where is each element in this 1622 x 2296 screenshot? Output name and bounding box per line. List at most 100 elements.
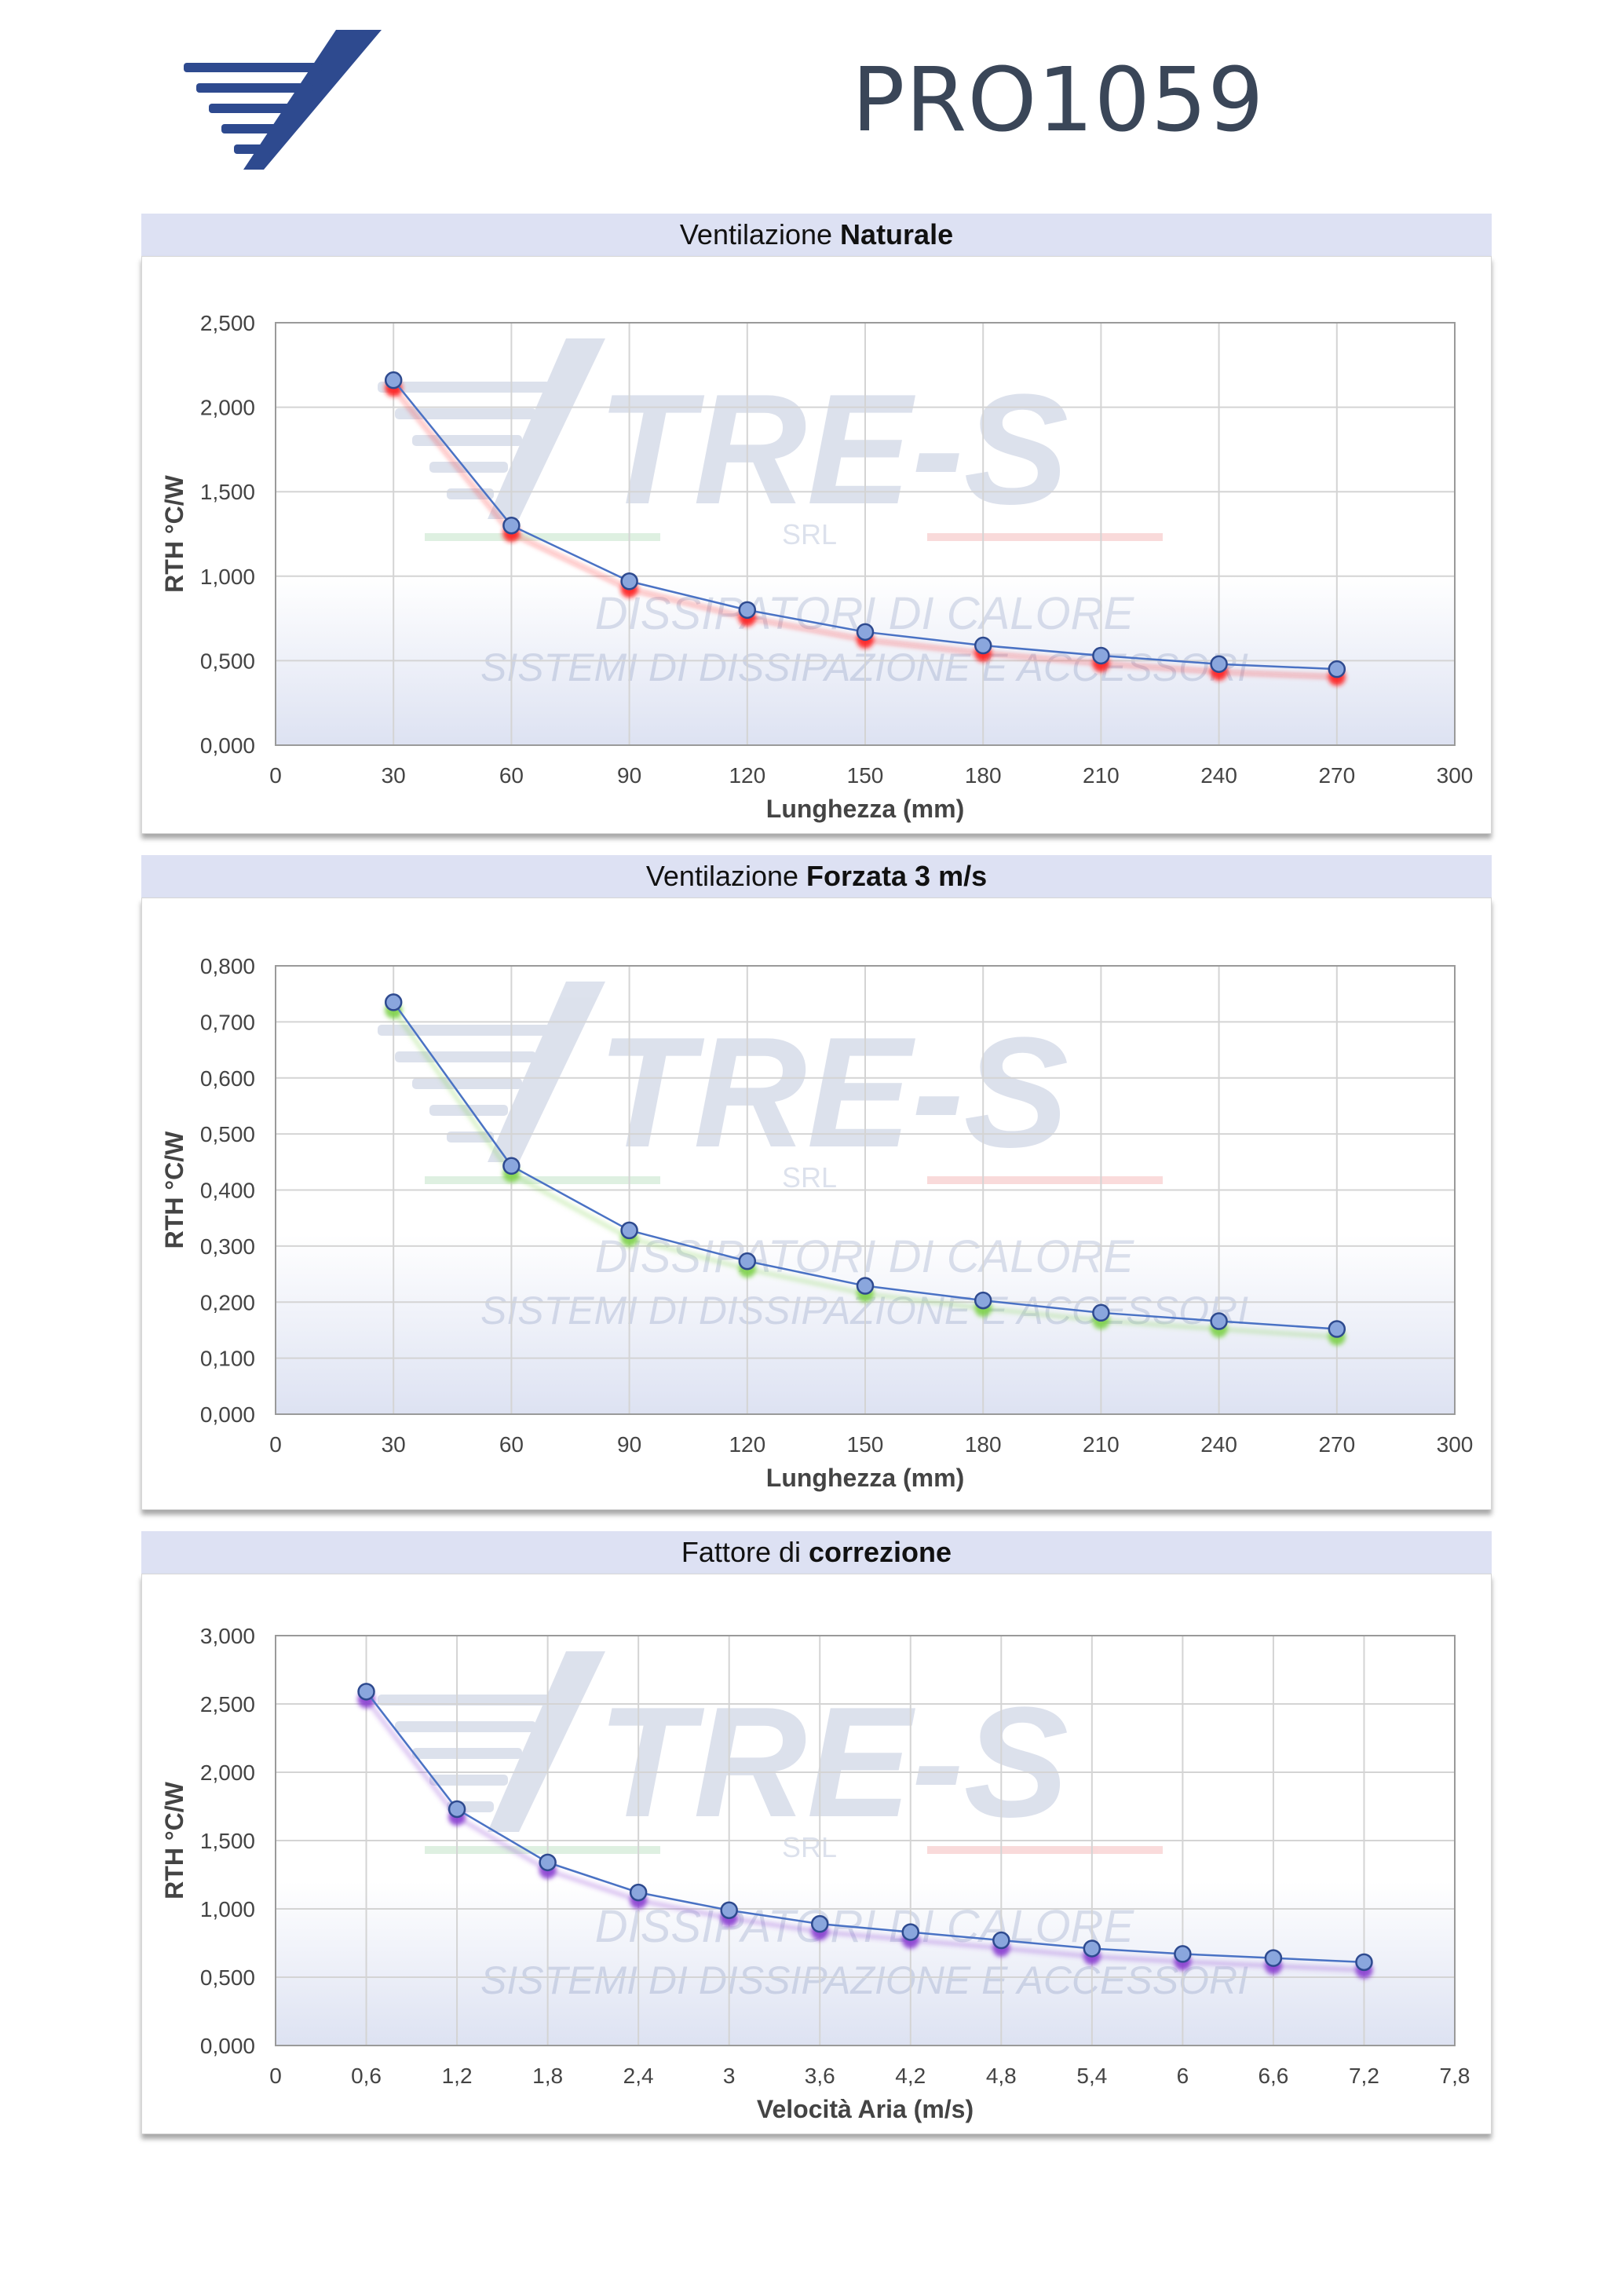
x-tick-label: 2,4	[623, 2064, 654, 2088]
data-point	[738, 1252, 757, 1270]
y-tick-label: 1,000	[200, 1897, 255, 1921]
y-tick-label: 0,600	[200, 1066, 255, 1091]
data-point	[1210, 655, 1228, 673]
x-tick-label: 60	[499, 763, 524, 788]
watermark-logo-stripe	[412, 1748, 522, 1759]
x-tick-label: 90	[617, 1432, 641, 1457]
data-point	[856, 623, 875, 642]
y-tick-label: 1,000	[200, 565, 255, 589]
data-point	[384, 371, 403, 389]
watermark-srl: SRL	[782, 1161, 837, 1194]
y-tick-label: 3,000	[200, 1624, 255, 1648]
data-point	[1355, 1953, 1373, 1972]
series	[357, 1683, 1373, 1979]
data-point	[738, 601, 757, 620]
data-point	[974, 1291, 992, 1310]
x-tick-label: 90	[617, 763, 641, 788]
watermark-logo-icon	[488, 982, 605, 1162]
y-axis-label: RTH °C/W	[160, 1781, 188, 1899]
x-tick-label: 120	[729, 1432, 765, 1457]
series-shadow-line	[364, 1698, 1364, 1972]
chart-title-bold: Forzata 3 m/s	[806, 860, 988, 892]
tres-logo-icon	[184, 30, 382, 170]
x-tick-label: 300	[1437, 1432, 1474, 1457]
product-code: PRO1059	[852, 49, 1265, 152]
watermark-logo-icon	[488, 1651, 605, 1832]
x-tick-label: 4,2	[895, 2064, 926, 2088]
plot-border	[275, 1635, 1456, 2046]
y-axis-label: RTH °C/W	[160, 1131, 188, 1249]
x-tick-label: 3	[723, 2064, 736, 2088]
watermark-brand: TRE-S	[597, 362, 1069, 537]
watermark-logo-stripe	[412, 435, 522, 446]
y-tick-label: 0,400	[200, 1179, 255, 1203]
watermark-srl: SRL	[782, 1831, 837, 1863]
x-tick-label: 1,2	[442, 2064, 473, 2088]
y-tick-label: 1,500	[200, 480, 255, 504]
data-point	[384, 993, 403, 1011]
y-tick-label: 0,500	[200, 649, 255, 673]
y-tick-label: 2,000	[200, 396, 255, 420]
y-tick-label: 2,500	[200, 311, 255, 335]
x-tick-label: 150	[847, 763, 884, 788]
x-axis-label: Lunghezza (mm)	[766, 795, 964, 823]
data-point	[629, 1883, 648, 1902]
chart-panel-correction: TRE-S SRL DISSIPATORI DI CALORE SISTEMI DI …	[141, 1574, 1492, 2134]
data-point	[1328, 1320, 1346, 1338]
chart-title-forced: Ventilazione Forzata 3 m/s	[141, 855, 1492, 898]
x-tick-label: 0,6	[351, 2064, 382, 2088]
watermark-logo-stripe	[395, 408, 536, 419]
x-tick-label: 210	[1083, 763, 1120, 788]
watermark-logo-stripe	[429, 1775, 508, 1786]
data-point	[720, 1901, 738, 1919]
watermark-green-bar	[425, 1176, 660, 1184]
chart-title-natural: Ventilazione Naturale	[141, 214, 1492, 256]
data-point	[448, 1800, 466, 1819]
x-tick-label: 270	[1318, 1432, 1355, 1457]
chart-title-regular: Ventilazione	[645, 860, 807, 892]
watermark-red-bar	[927, 1846, 1163, 1854]
data-point	[1264, 1949, 1283, 1967]
watermark-red-bar	[927, 533, 1163, 541]
series	[384, 993, 1346, 1346]
watermark-brand: TRE-S	[597, 1675, 1069, 1850]
x-tick-label: 30	[382, 1432, 406, 1457]
plot-border	[275, 322, 1456, 746]
y-axis-label: RTH °C/W	[160, 474, 188, 592]
y-tick-label: 2,500	[200, 1692, 255, 1717]
data-point	[502, 1157, 521, 1175]
x-tick-label: 30	[382, 763, 406, 788]
x-tick-label: 300	[1437, 763, 1474, 788]
x-tick-label: 270	[1318, 763, 1355, 788]
chart-panel-natural: TRE-S SRL DISSIPATORI DI CALORE SISTEMI DI …	[141, 256, 1492, 834]
watermark-logo-stripe	[429, 1105, 508, 1116]
watermark-line2: SISTEMI DI DISSIPAZIONE E ACCESSORI	[480, 1958, 1248, 2002]
watermark-green-bar	[425, 1846, 660, 1854]
data-point	[901, 1923, 920, 1941]
data-point	[357, 1683, 375, 1701]
chart-title-regular: Ventilazione	[679, 218, 841, 250]
data-point	[1092, 1303, 1110, 1322]
data-point	[856, 1277, 875, 1295]
data-point	[502, 516, 521, 535]
x-tick-label: 1,8	[532, 2064, 563, 2088]
x-tick-label: 5,4	[1076, 2064, 1107, 2088]
chart-title-correction: Fattore di correzione	[141, 1531, 1492, 1574]
y-tick-label: 0,300	[200, 1234, 255, 1259]
data-point	[974, 636, 992, 655]
watermark-logo-stripe	[378, 1695, 550, 1706]
x-tick-label: 60	[499, 1432, 524, 1457]
watermark-green-bar	[425, 533, 660, 541]
plot-border	[275, 965, 1456, 1415]
chart-title-bold: Naturale	[840, 218, 954, 250]
chart-panel-forced: TRE-S SRL DISSIPATORI DI CALORE SISTEMI DI …	[141, 898, 1492, 1510]
data-point	[1174, 1945, 1192, 1963]
x-tick-label: 0	[269, 1432, 282, 1457]
watermark-logo-stripe	[395, 1721, 536, 1732]
y-tick-label: 0,000	[200, 1402, 255, 1427]
watermark-logo-stripe	[395, 1051, 536, 1062]
data-point	[992, 1931, 1010, 1950]
x-tick-label: 7,8	[1440, 2064, 1470, 2088]
